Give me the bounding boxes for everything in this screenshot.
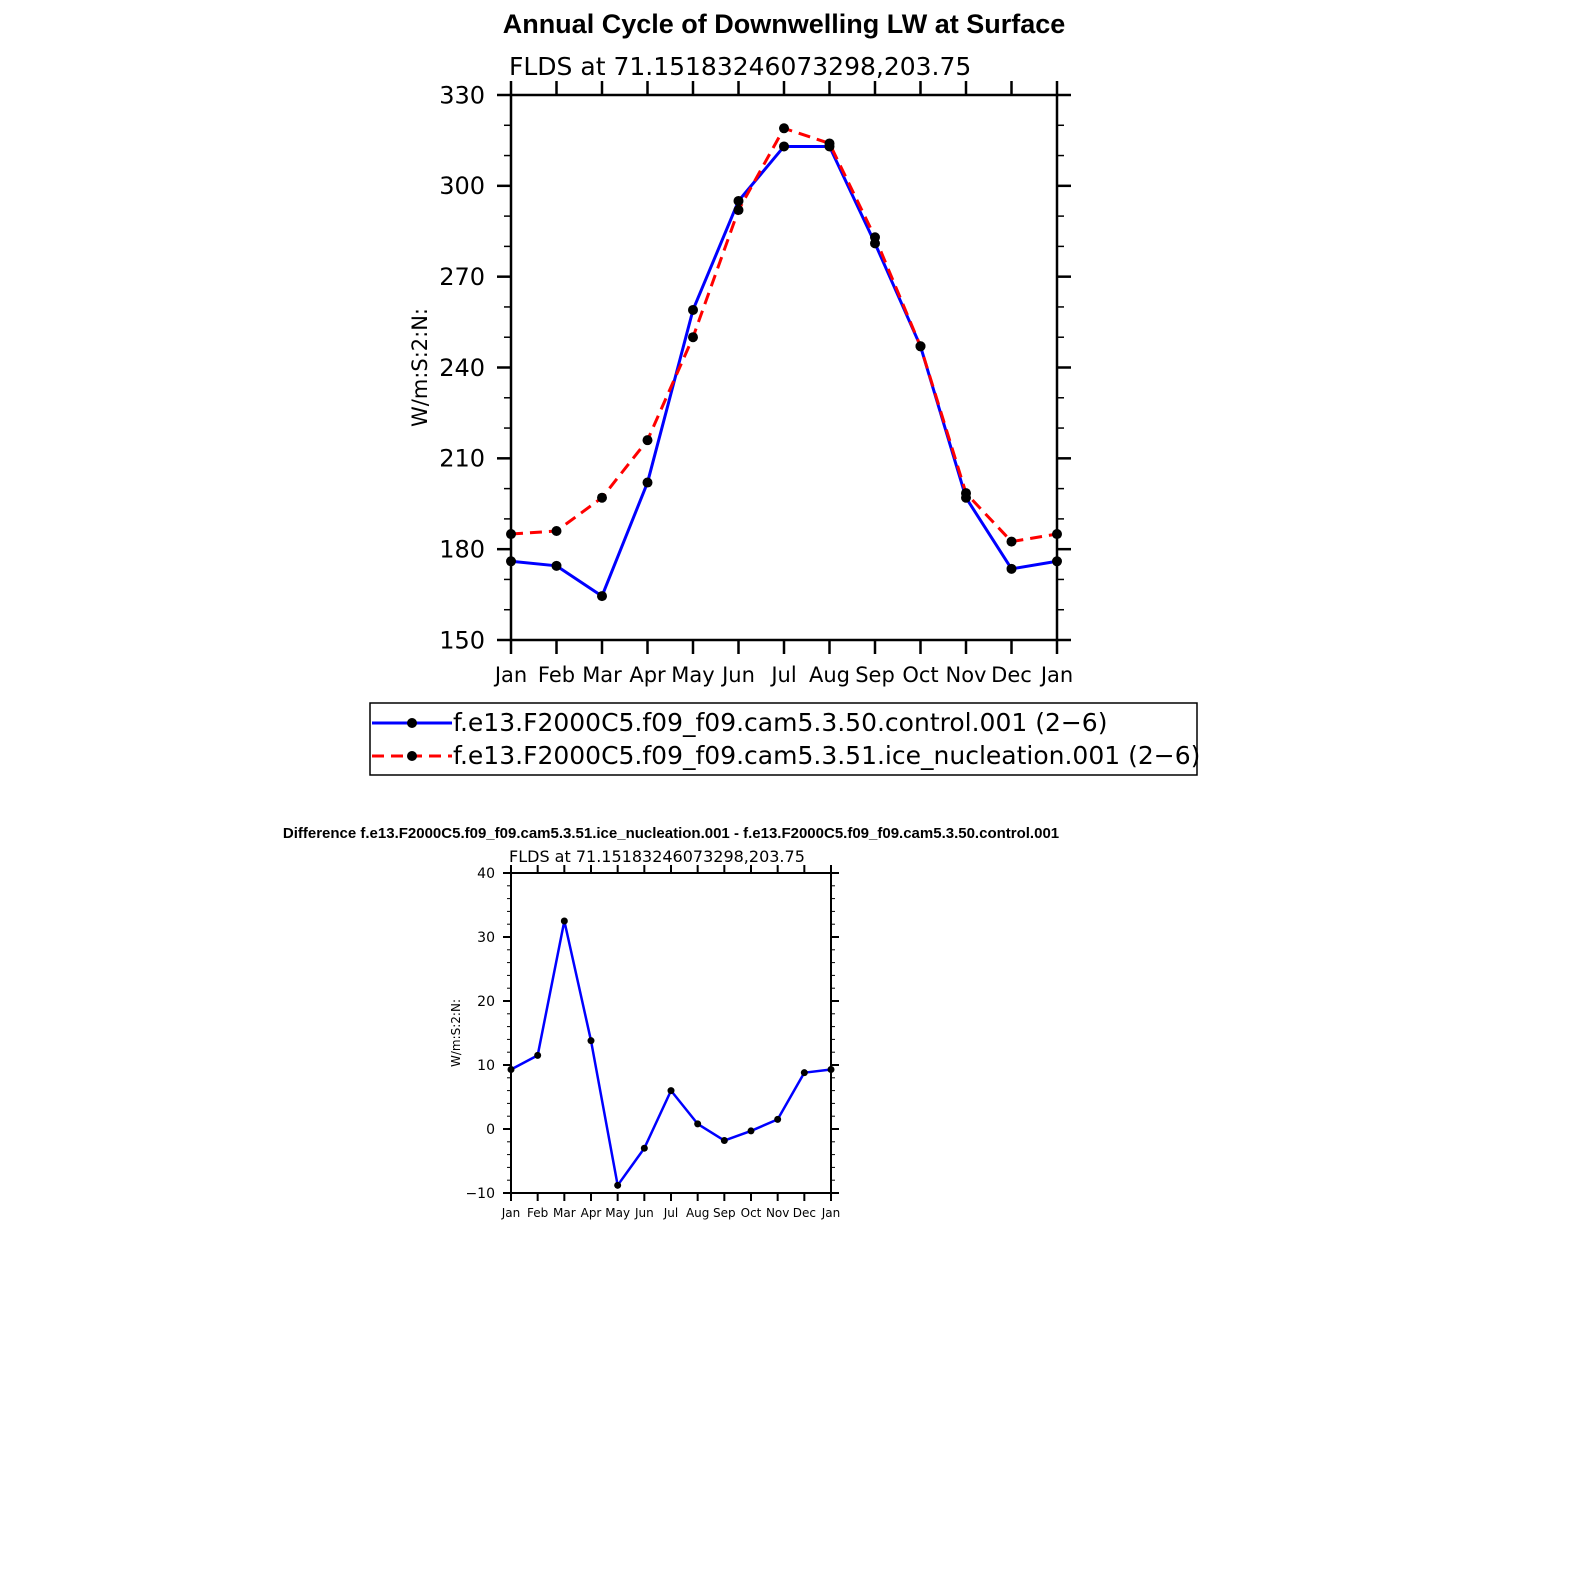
chart0-series-0-point	[1006, 563, 1017, 574]
chart1-series-line-0	[510, 919, 832, 1187]
chart0-series-line-0	[510, 144, 1058, 598]
chart1-x-tick-label: Jul	[663, 1206, 678, 1220]
chart0-series-1-point	[915, 341, 926, 352]
chart1-series-0-point	[640, 1144, 648, 1152]
chart0-x-tick-label: Nov	[946, 663, 987, 687]
chart1-x-tick-label: Sep	[713, 1206, 736, 1220]
chart0-series-1-point	[961, 488, 971, 499]
chart1-y-tick-label: 20	[477, 994, 495, 1010]
chart1-y-tick-label: 30	[477, 930, 495, 946]
chart1-x-tick-label: Dec	[793, 1206, 816, 1220]
chart1-series-0-point	[560, 917, 568, 925]
chart1-series-0-point	[667, 1087, 675, 1095]
chart0-series-0-point	[642, 477, 653, 488]
chart1-series-0-point	[827, 1065, 835, 1073]
chart1-x-tick-label: May	[605, 1206, 630, 1220]
chart0-x-tick-label: Jan	[493, 663, 527, 687]
chart1-x-tick-label: Nov	[766, 1206, 789, 1220]
chart0-x-tick-label: Jul	[769, 663, 796, 687]
chart1-x-tick-label: Aug	[686, 1206, 709, 1220]
chart1-series-0-point	[774, 1115, 782, 1123]
chart0-series-1-point	[1052, 529, 1062, 540]
chart0-y-tick-label: 300	[439, 172, 485, 200]
chart1-x-tick-label: Jan	[501, 1206, 521, 1220]
chart1-y-tick-label: 40	[477, 866, 495, 882]
chart1-x-tick-label: Mar	[553, 1206, 576, 1220]
diff-chart-title: Difference f.e13.F2000C5.f09_f09.cam5.3.…	[283, 825, 1059, 842]
diff-chart-plot: Jan Feb Mar Apr May Jun Jul Aug Sep Oct Nov Dec Jan−…	[449, 865, 840, 1220]
chart1-series-0-point	[694, 1120, 702, 1128]
chart1-series-0-point	[587, 1037, 595, 1045]
chart0-x-tick-label: Mar	[582, 663, 622, 687]
chart0-x-tick-label: Jun	[720, 663, 755, 687]
chart1-x-tick-label: Jun	[634, 1206, 654, 1220]
chart0-series-1-point	[779, 123, 789, 134]
chart1-series-0-point	[720, 1137, 728, 1145]
chart0-series-0-point	[1052, 556, 1062, 567]
diff-chart-subtitle: FLDS at 71.15183246073298,203.75	[509, 847, 805, 866]
chart0-x-tick-label: Sep	[855, 663, 895, 687]
chart1-series-0-point	[534, 1051, 542, 1059]
chart1-x-tick-label: Jan	[821, 1206, 841, 1220]
chart0-x-tick-label: May	[671, 663, 714, 687]
chart0-series-0-point	[506, 556, 516, 567]
chart0-x-tick-label: Oct	[902, 663, 938, 687]
chart0-y-tick-label: 330	[439, 81, 485, 109]
chart1-series-0-point	[614, 1181, 622, 1189]
chart0-series-1-point	[506, 529, 516, 540]
chart1-plot-frame	[510, 872, 832, 1194]
chart0-series-0-point	[779, 141, 789, 152]
legend-marker-ice-nucleation	[407, 751, 417, 761]
chart0-series-1-point	[597, 492, 607, 503]
legend-label-control: f.e13.F2000C5.f09_f09.cam5.3.50.control.…	[453, 708, 1107, 737]
chart0-y-tick-label: 240	[439, 354, 485, 382]
chart0-series-1-point	[824, 138, 835, 149]
chart0-x-tick-label: Aug	[809, 663, 850, 687]
chart1-y-tick-label: −10	[465, 1186, 495, 1202]
chart1-x-tick-label: Feb	[527, 1206, 548, 1220]
chart0-y-tick-label: 180	[439, 536, 485, 564]
chart1-x-tick-label: Apr	[581, 1206, 602, 1220]
chart0-x-tick-label: Jan	[1039, 663, 1073, 687]
main-chart-title: Annual Cycle of Downwelling LW at Surfac…	[503, 9, 1066, 39]
chart1-series-0-point	[800, 1069, 808, 1077]
chart1-y-axis-label: W/m:S:2:N:	[449, 999, 463, 1067]
chart0-series-0-point	[688, 304, 698, 315]
legend-marker-control	[407, 718, 417, 728]
chart1-x-tick-label: Oct	[741, 1206, 762, 1220]
main-chart-subtitle: FLDS at 71.15183246073298,203.75	[509, 52, 971, 81]
chart0-series-1-point	[1006, 536, 1017, 547]
chart0-y-axis-label: W/m:S:2:N:	[408, 308, 432, 427]
main-chart-legend: f.e13.F2000C5.f09_f09.cam5.3.50.control.…	[369, 702, 1200, 776]
main-chart-plot: Jan Feb Mar Apr May Jun Jul Aug Sep Oct Nov Dec Jan 1…	[408, 81, 1073, 687]
chart1-y-tick-label: 0	[486, 1122, 495, 1138]
chart0-y-tick-label: 210	[439, 445, 485, 473]
chart0-series-0-point	[551, 560, 562, 571]
chart0-series-1-point	[688, 332, 698, 343]
chart0-series-0-point	[597, 591, 607, 602]
legend-label-ice-nucleation: f.e13.F2000C5.f09_f09.cam5.3.51.ice_nucl…	[453, 741, 1200, 770]
chart0-series-1-point	[870, 232, 880, 243]
chart0-series-0-point	[733, 195, 744, 206]
chart0-series-1-point	[551, 526, 562, 536]
chart0-y-tick-label: 150	[439, 626, 485, 654]
chart1-series-0-point	[747, 1127, 755, 1135]
legend-frame	[369, 702, 1198, 776]
chart0-x-tick-label: Dec	[991, 663, 1032, 687]
chart1-series-0-point	[507, 1065, 515, 1073]
chart0-x-tick-label: Apr	[629, 663, 666, 687]
chart0-y-tick-label: 270	[439, 263, 485, 291]
chart0-plot-frame	[509, 93, 1059, 642]
chart0-series-1-point	[733, 205, 744, 216]
chart0-series-line-1	[510, 126, 1058, 544]
chart0-x-tick-label: Feb	[538, 663, 575, 687]
chart0-series-1-point	[642, 435, 653, 446]
chart1-y-tick-label: 10	[477, 1058, 495, 1074]
